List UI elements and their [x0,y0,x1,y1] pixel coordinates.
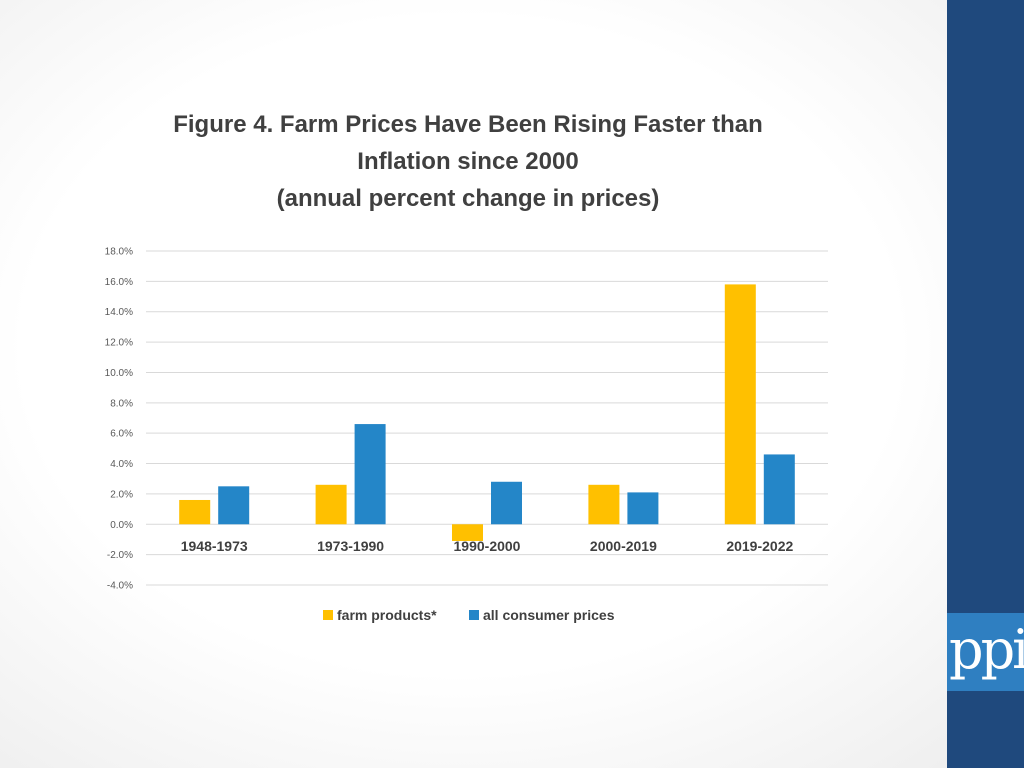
y-tick-label: -4.0% [107,581,133,592]
y-tick-label: 0.0% [110,520,133,531]
bar-farm-products-2019-2022 [724,284,756,525]
y-tick-label: 14.0% [105,307,133,318]
bar-consumer-prices-1973-1990 [354,424,386,525]
bar-farm-products-2000-2019 [588,484,620,525]
chart-title-line-2: Inflation since 2000 [357,148,579,175]
y-tick-label: 4.0% [110,459,133,470]
legend-swatch [469,610,479,620]
y-tick-label: 12.0% [105,338,133,349]
ppi-logo: ppi [947,613,1024,691]
y-axis-tick-labels: -4.0% -2.0% 0.0% 2.0% 4.0% 6.0% 8.0% 10.0% 12.0%… [105,247,133,592]
x-axis-category-labels: 1948-1973 1973-1990 1990-2000 2000-2019 2019… [181,538,794,554]
bars [179,284,795,541]
legend-label: all consumer prices [483,607,615,623]
legend: farm products* all consumer prices [323,607,615,623]
x-category-label: 1948-1973 [181,538,248,554]
x-category-label: 2000-2019 [590,538,657,554]
x-category-label: 1973-1990 [317,538,384,554]
bar-farm-products-1990-2000 [452,524,483,541]
chart-title-line-3: (annual percent change in prices) [276,185,660,212]
y-tick-label: 16.0% [105,277,133,288]
bar-farm-products-1948-1973 [179,499,211,525]
bar-consumer-prices-1990-2000 [491,481,522,525]
x-category-label: 2019-2022 [726,538,793,554]
y-tick-label: 2.0% [110,489,133,500]
y-tick-label: -2.0% [107,550,133,561]
chart-title: Figure 4. Farm Prices Have Been Rising F… [118,106,818,217]
ppi-logo-text: ppi [949,618,1024,681]
legend-label: farm products* [337,607,437,623]
bar-consumer-prices-2000-2019 [627,492,659,525]
x-category-label: 1990-2000 [454,538,521,554]
y-tick-label: 8.0% [110,398,133,409]
gridlines [146,250,828,586]
y-tick-label: 6.0% [110,429,133,440]
bar-consumer-prices-1948-1973 [218,486,250,525]
bar-consumer-prices-2019-2022 [763,454,795,525]
bar-chart: -4.0% -2.0% 0.0% 2.0% 4.0% 6.0% 8.0% 10.0% 12.0%… [105,247,828,623]
y-tick-label: 18.0% [105,247,133,258]
chart-title-line-1: Figure 4. Farm Prices Have Been Rising F… [173,111,763,138]
y-tick-label: 10.0% [105,368,133,379]
legend-swatch [323,610,333,620]
bar-farm-products-1973-1990 [315,484,347,525]
